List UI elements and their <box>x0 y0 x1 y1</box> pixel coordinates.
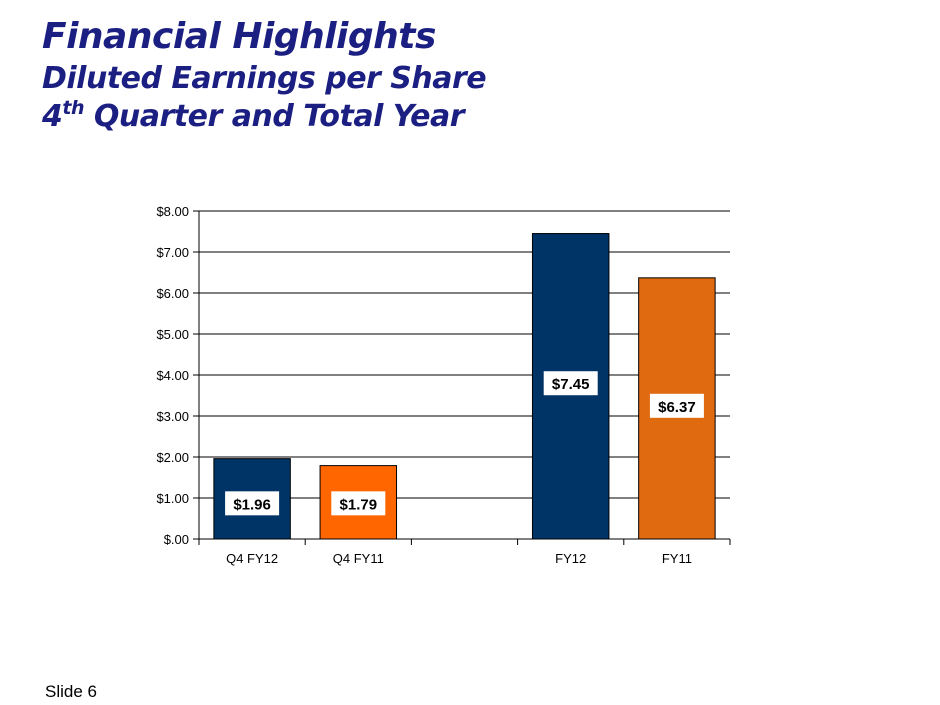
y-tick-label: $7.00 <box>156 245 189 260</box>
title-line-3-superscript: th <box>62 97 84 119</box>
data-label: $1.79 <box>340 496 378 513</box>
y-tick-label: $6.00 <box>156 286 189 301</box>
data-label-box <box>649 393 704 418</box>
y-tick-label: $4.00 <box>156 368 189 383</box>
slide-title: Financial Highlights Diluted Earnings pe… <box>42 14 487 136</box>
x-tick-label: Q4 FY12 <box>226 551 278 566</box>
data-label-box <box>225 491 280 516</box>
y-tick-label: $8.00 <box>156 204 189 219</box>
data-label: $7.45 <box>552 376 590 393</box>
y-tick-label: $5.00 <box>156 327 189 342</box>
x-tick-label: Q4 FY11 <box>333 551 384 566</box>
x-tick-label: FY11 <box>662 551 692 566</box>
title-line-3-prefix: 4 <box>42 99 63 134</box>
title-line-1: Financial Highlights <box>42 16 436 57</box>
x-tick-label: FY12 <box>555 551 586 566</box>
y-tick-label: $2.00 <box>156 450 189 465</box>
y-tick-label: $3.00 <box>156 409 189 424</box>
data-label: $6.37 <box>658 399 696 416</box>
data-label: $1.96 <box>233 496 271 513</box>
title-line-2: Diluted Earnings per Share <box>42 61 487 96</box>
data-label-box <box>543 371 598 396</box>
title-line-3: 4th Quarter and Total Year <box>42 98 486 136</box>
title-line-3-rest: Quarter and Total Year <box>83 99 465 134</box>
y-tick-label: $1.00 <box>156 491 189 506</box>
data-label-box <box>331 491 386 516</box>
y-tick-label: $.00 <box>164 532 189 547</box>
slide-number: Slide 6 <box>45 682 97 701</box>
